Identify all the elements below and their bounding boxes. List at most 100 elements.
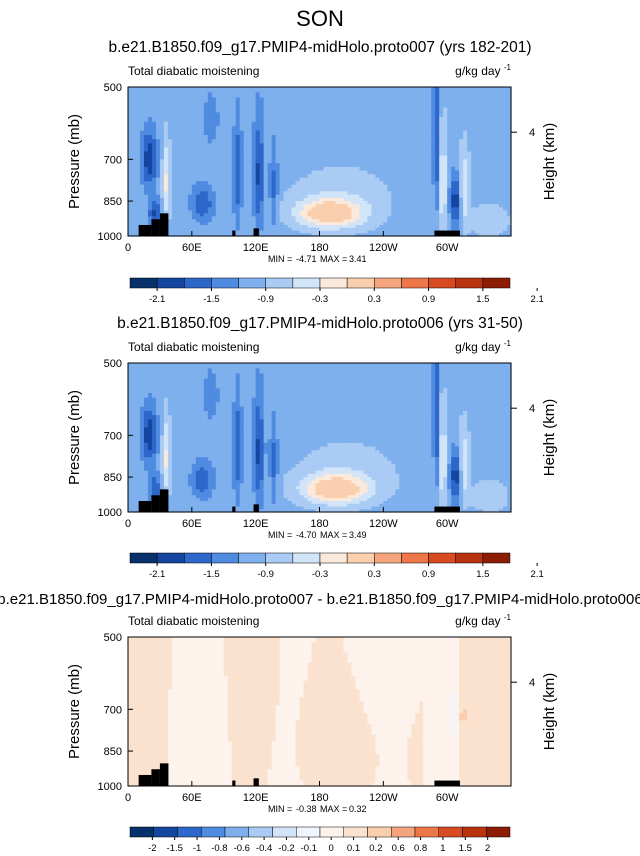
heatmap-cell [148,147,153,152]
heatmap-cell [184,383,189,388]
heatmap-cell [288,147,293,152]
heatmap-cell [391,143,396,148]
heatmap-cell [483,139,488,144]
heatmap-cell [280,398,285,403]
heatmap-cell [172,411,177,416]
heatmap-cell [399,117,404,122]
heatmap-cell [244,174,249,178]
heatmap-cell [395,402,400,407]
heatmap-cell [208,363,213,369]
heatmap-cell [367,103,372,109]
heatmap-cell [316,159,321,163]
heatmap-cell [467,139,472,144]
heatmap-cell [240,411,245,416]
heatmap-cell [296,131,301,136]
heatmap-cell [335,107,340,112]
heatmap-cell [152,368,157,374]
heatmap-cell [455,407,460,412]
heatmap-cell [423,393,428,398]
heatmap-cell [487,167,492,171]
stats-max-label: MAX = [320,254,347,264]
heatmap-cell [331,152,336,157]
heatmap-cell [391,174,396,178]
heatmap-cell [192,178,197,182]
heatmap-cell [383,155,388,159]
heatmap-cell [140,398,145,403]
heatmap-cell [471,174,476,178]
heatmap-cell [288,167,293,171]
heatmap-cell [228,171,233,175]
heatmap-cell [435,131,440,136]
heatmap-cell [172,171,177,175]
heatmap-cell [280,97,285,103]
heatmap-cell [347,152,352,157]
heatmap-cell [164,373,169,379]
heatmap-cell [284,363,289,369]
heatmap-cell [447,181,452,185]
heatmap-cell [252,97,257,103]
heatmap-cell [323,178,328,182]
heatmap-cell [387,112,392,117]
heatmap-cell [379,181,384,185]
heatmap-cell [216,174,221,178]
heatmap-cell [503,379,508,385]
heatmap-cell [284,181,289,185]
heatmap-cell [308,411,313,416]
heatmap-cell [308,398,313,403]
heatmap-cell [132,415,137,420]
heatmap-cell [224,373,229,379]
heatmap-cell [451,167,456,171]
heatmap-cell [451,131,456,136]
heatmap-cell [455,87,460,93]
heatmap-cell [256,152,261,157]
heatmap-cell [180,393,185,398]
heatmap-cell [359,411,364,416]
colorbar-swatch [184,278,211,288]
heatmap-cell [479,135,484,140]
heatmap-cell [236,388,241,393]
heatmap-cell [320,379,325,385]
heatmap-cell [467,388,472,393]
heatmap-cell [272,388,277,393]
heatmap-cell [479,159,484,163]
heatmap-cell [431,135,436,140]
heatmap-cell [292,163,297,167]
heatmap-cell [308,388,313,393]
heatmap-cell [375,181,380,185]
heatmap-cell [144,415,149,420]
heatmap-cell [180,122,185,127]
heatmap-cell [284,147,289,152]
heatmap-cell [427,373,432,379]
heatmap-cell [272,393,277,398]
heatmap-cell [451,117,456,122]
heatmap-cell [208,112,213,117]
heatmap-cell [455,368,460,374]
heatmap-cell [272,155,277,159]
heatmap-cell [387,393,392,398]
heatmap-cell [300,147,305,152]
heatmap-cell [435,87,440,93]
heatmap-cell [387,87,392,93]
heatmap-cell [212,398,217,403]
heatmap-cell [288,112,293,117]
heatmap-cell [499,398,504,403]
heatmap-cell [443,159,448,163]
heatmap-cell [499,174,504,178]
heatmap-cell [264,143,269,148]
heatmap-cell [216,117,221,122]
heatmap-cell [220,379,225,385]
heatmap-cell [403,147,408,152]
heatmap-cell [431,373,436,379]
heatmap-cell [407,155,412,159]
heatmap-cell [184,402,189,407]
heatmap-cell [220,107,225,112]
heatmap-cell [148,407,153,412]
heatmap-cell [224,152,229,157]
heatmap-cell [264,181,269,185]
heatmap-cell [475,126,480,131]
heatmap-cell [296,379,301,385]
heatmap-cell [387,159,392,163]
heatmap-cell [343,373,348,379]
heatmap-cell [188,167,193,171]
heatmap-cell [272,107,277,112]
